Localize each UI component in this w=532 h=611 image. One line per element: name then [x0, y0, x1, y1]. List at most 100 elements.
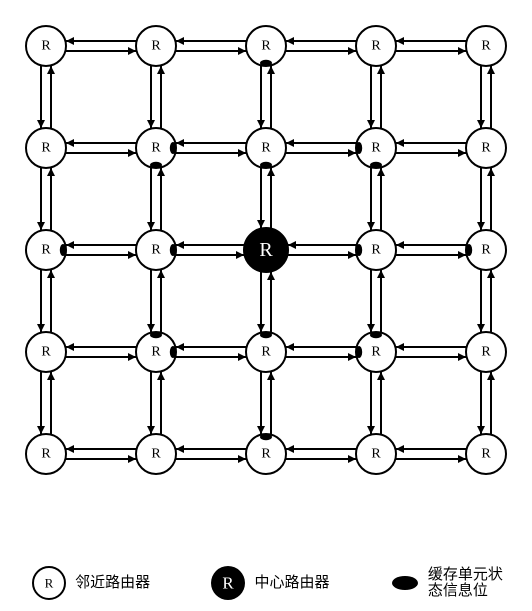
edge-arrowhead [176, 139, 184, 147]
edge-arrowhead [37, 426, 45, 434]
edge-arrowhead [348, 47, 356, 55]
edge-arrowhead [477, 324, 485, 332]
status-bit [150, 332, 162, 338]
router-label: R [371, 141, 381, 156]
legend-status-bit-icon [388, 563, 422, 603]
router-label: R [481, 447, 491, 462]
edge-arrowhead [47, 66, 55, 74]
edge-arrowhead [37, 120, 45, 128]
edge-arrowhead [458, 353, 466, 361]
router-label: R [151, 39, 161, 54]
edge-arrowhead [377, 66, 385, 74]
edge-arrowhead [257, 426, 265, 434]
router-label: R [151, 243, 161, 258]
edge-arrowhead [286, 139, 294, 147]
status-bit [260, 434, 272, 440]
edge-arrowhead [238, 149, 246, 157]
legend: R 邻近路由器 R 中心路由器 缓存单元状态信息位 [0, 563, 532, 603]
router-label: R [41, 345, 51, 360]
edge-arrowhead [176, 343, 184, 351]
edge-arrowhead [238, 47, 246, 55]
edge-arrowhead [477, 426, 485, 434]
edge-arrowhead [157, 372, 165, 380]
edge-arrowhead [477, 120, 485, 128]
edge-arrowhead [477, 222, 485, 230]
edge-arrowhead [47, 372, 55, 380]
edge-arrowhead [267, 372, 275, 380]
svg-text:R: R [223, 574, 235, 593]
legend-label: 中心路由器 [254, 575, 329, 592]
status-bit [170, 244, 176, 256]
status-bit [466, 244, 472, 256]
edge-arrowhead [128, 353, 136, 361]
edge-arrowhead [367, 120, 375, 128]
edge-arrowhead [66, 139, 74, 147]
edge-arrowhead [267, 168, 275, 176]
edge-arrowhead [348, 455, 356, 463]
router-label: R [481, 243, 491, 258]
edge-arrowhead [128, 149, 136, 157]
status-bit [356, 244, 362, 256]
edge-arrowhead [348, 353, 356, 361]
router-label: R [481, 39, 491, 54]
edge-arrowhead [267, 66, 275, 74]
edge-arrowhead [458, 47, 466, 55]
edge-arrowhead [458, 149, 466, 157]
edge-arrowhead [147, 324, 155, 332]
edge-arrowhead [396, 37, 404, 45]
edge-arrowhead [348, 251, 356, 259]
router-label: R [371, 447, 381, 462]
router-label: R [151, 141, 161, 156]
edge-arrowhead [257, 324, 265, 332]
edge-arrowhead [66, 241, 74, 249]
status-bit [370, 162, 382, 168]
edge-arrowhead [288, 241, 296, 249]
edge-arrowhead [396, 445, 404, 453]
edge-arrowhead [396, 241, 404, 249]
edge-arrowhead [147, 222, 155, 230]
edge-arrowhead [348, 149, 356, 157]
status-bit [260, 162, 272, 168]
router-label: R [371, 243, 381, 258]
edge-arrowhead [47, 270, 55, 278]
edge-arrowhead [487, 66, 495, 74]
edge-arrowhead [286, 445, 294, 453]
edge-arrowhead [176, 241, 184, 249]
router-label: R [151, 345, 161, 360]
edge-arrowhead [377, 168, 385, 176]
edge-arrowhead [458, 455, 466, 463]
status-bit [356, 142, 362, 154]
router-label: R [151, 447, 161, 462]
edge-arrowhead [47, 168, 55, 176]
edge-arrowhead [128, 251, 136, 259]
edge-arrowhead [66, 37, 74, 45]
router-label: R [261, 345, 271, 360]
status-bit [170, 346, 176, 358]
edge-arrowhead [458, 251, 466, 259]
status-bit [150, 162, 162, 168]
edge-arrowhead [487, 372, 495, 380]
legend-label: 缓存单元状态信息位 [428, 567, 503, 600]
edge-arrowhead [238, 455, 246, 463]
router-label: R [41, 39, 51, 54]
router-label: R [371, 39, 381, 54]
edge-arrowhead [147, 120, 155, 128]
edge-arrowhead [157, 168, 165, 176]
status-bit [260, 332, 272, 338]
edge-arrowhead [377, 270, 385, 278]
diagram-container: RRRRRRRRRRRRRRRRRRRRRRRRR R邻近路由器R中心路由器缓存… [0, 0, 532, 611]
edge-arrowhead [396, 343, 404, 351]
status-bit [356, 346, 362, 358]
edge-arrowhead [147, 426, 155, 434]
router-label: R [261, 447, 271, 462]
status-bit [60, 244, 66, 256]
edge-arrowhead [267, 272, 275, 280]
router-label: R [261, 39, 271, 54]
legend-label: 邻近路由器 [75, 575, 150, 592]
edge-arrowhead [257, 220, 265, 228]
router-label: R [261, 141, 271, 156]
legend-filled-node-icon: R [208, 563, 248, 603]
edge-arrowhead [37, 324, 45, 332]
legend-item: R 中心路由器 [208, 563, 329, 603]
router-label: R [481, 141, 491, 156]
